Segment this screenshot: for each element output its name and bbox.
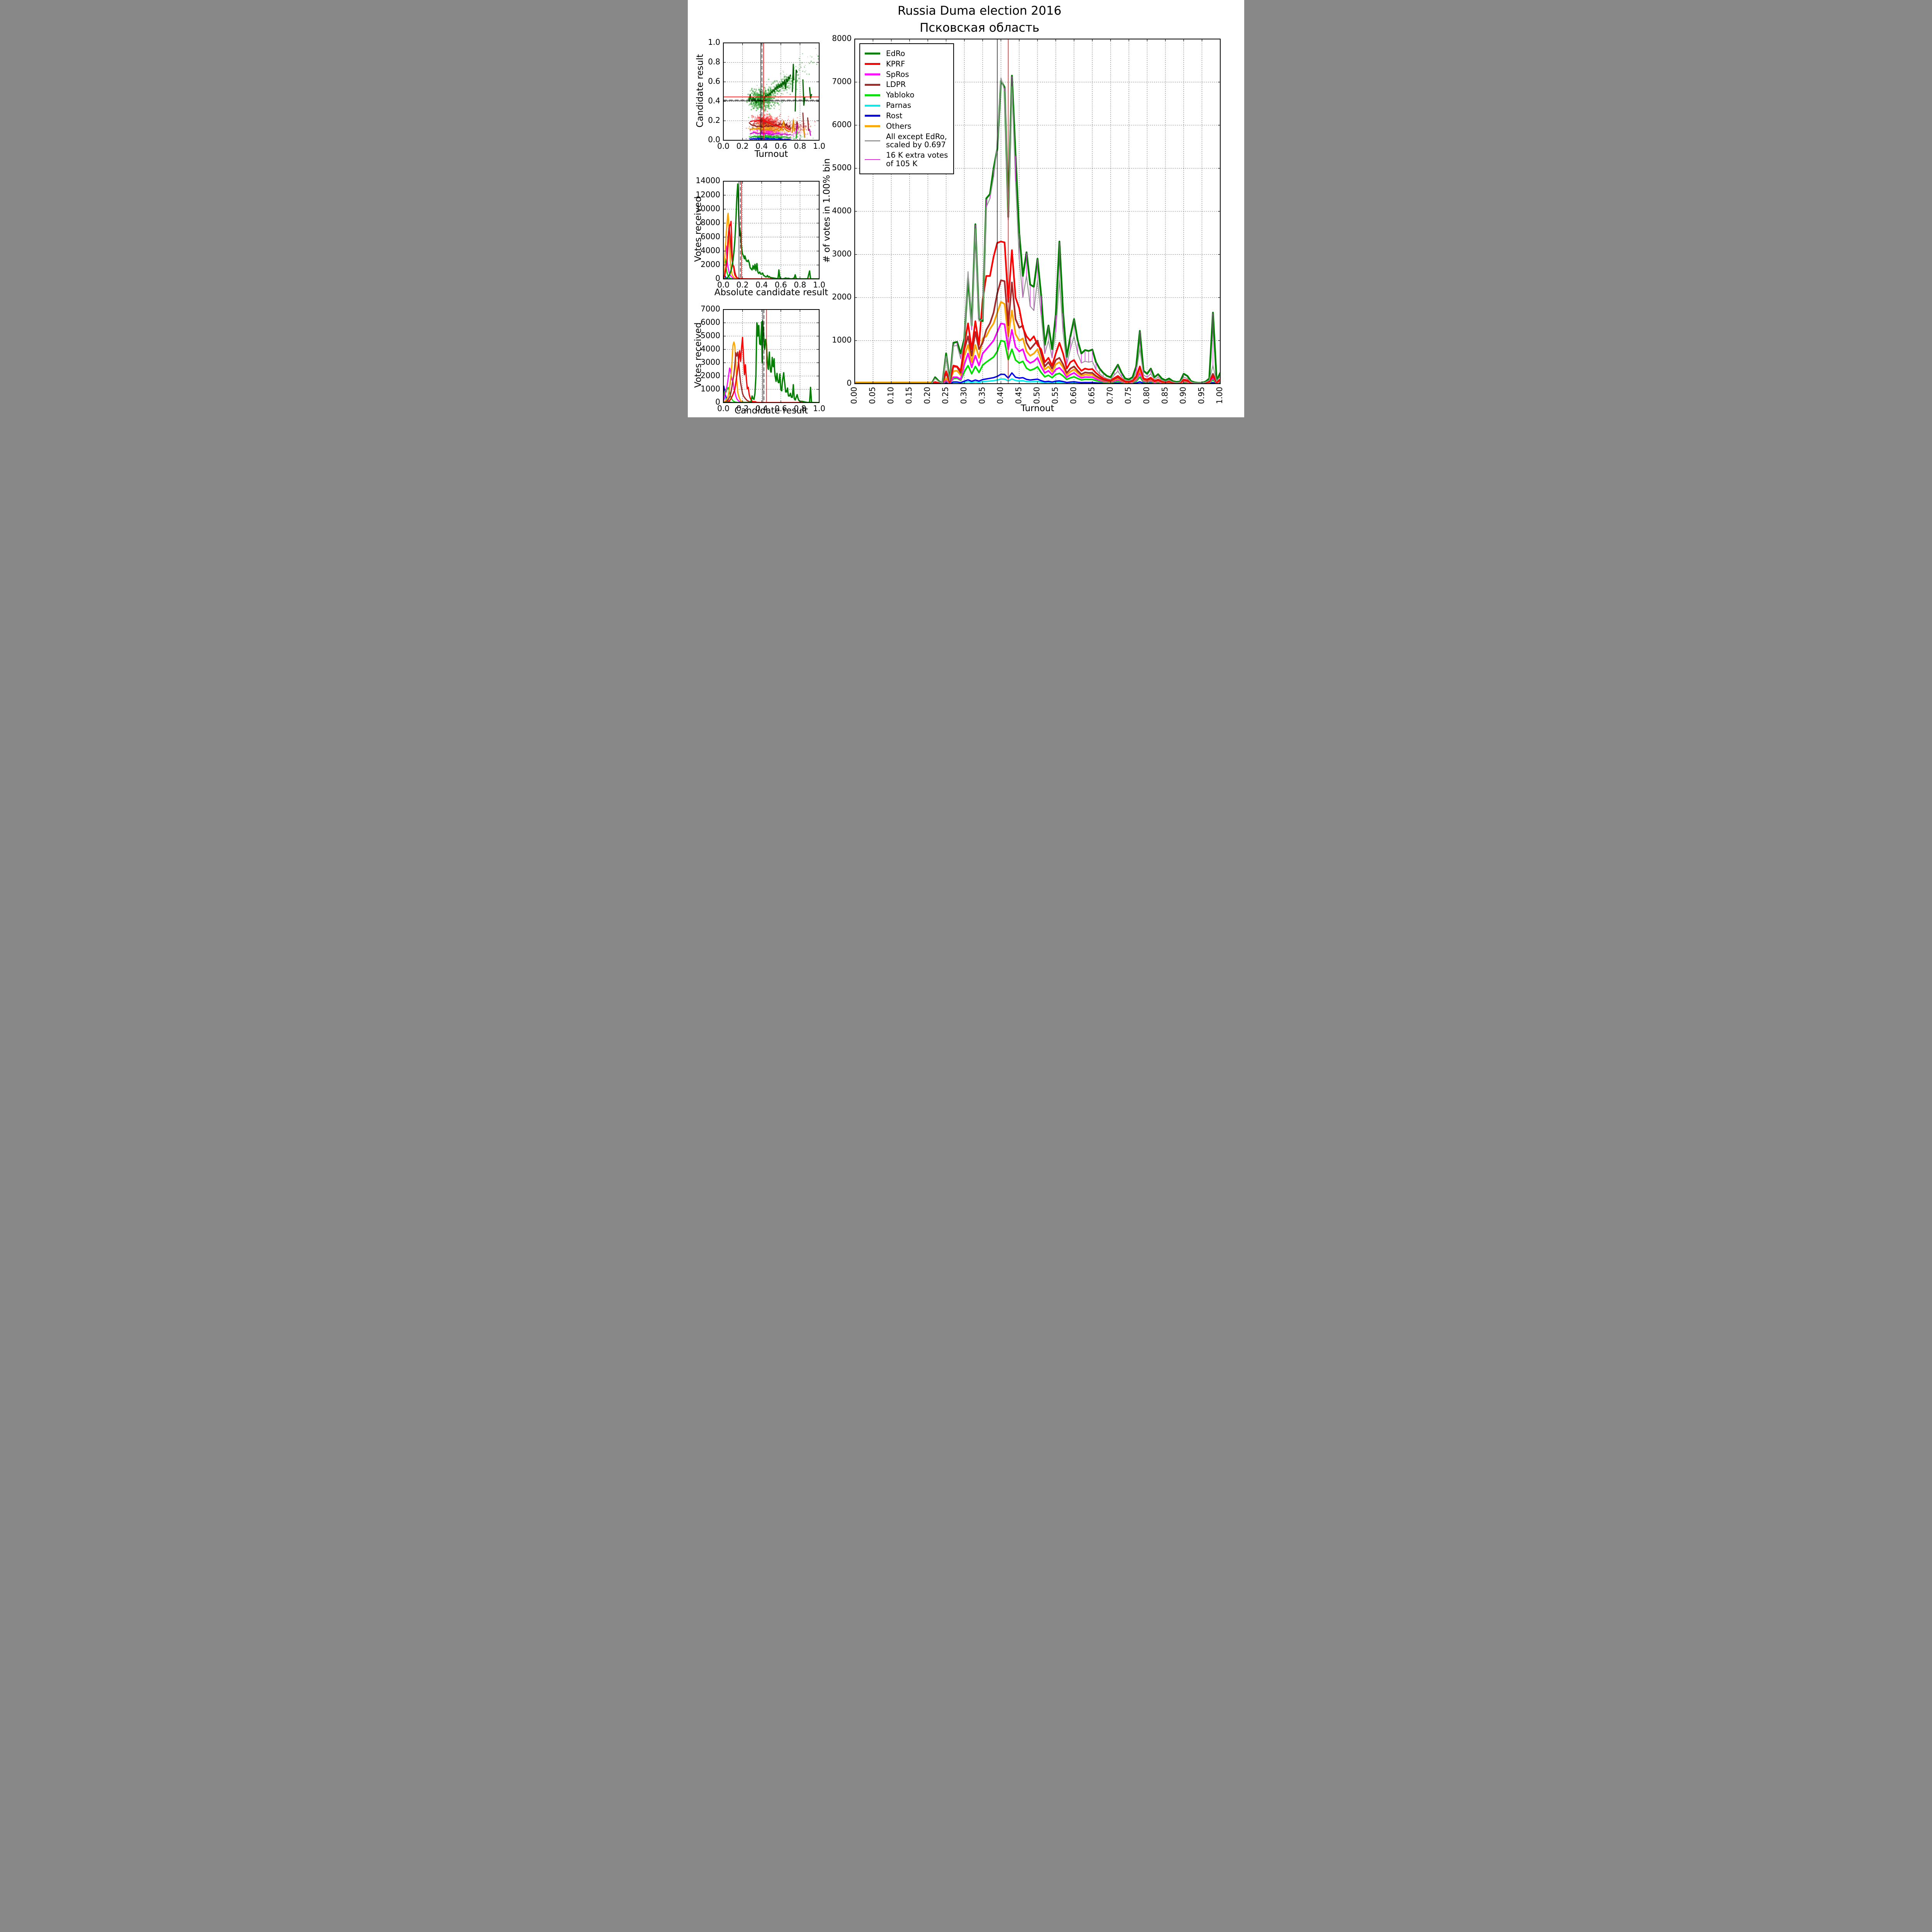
legend-item-parnas: Parnas <box>865 101 948 110</box>
legend-label: EdRo <box>886 49 905 58</box>
legend-item-kprf: KPRF <box>865 60 948 68</box>
legend-item-edro: EdRo <box>865 49 948 58</box>
legend-item-spros: SpRos <box>865 70 948 79</box>
legend-swatch-rost-icon <box>865 115 880 117</box>
charts-canvas <box>688 0 1244 417</box>
legend-swatch-yabloko-icon <box>865 94 880 96</box>
legend-item-ldpr: LDPR <box>865 80 948 89</box>
scatter-xlabel: Turnout <box>754 149 788 159</box>
main-ylabel: # of votes in 1.00% bin <box>822 158 832 263</box>
legend-swatch-others-icon <box>865 125 880 128</box>
legend-swatch-kprf-icon <box>865 63 880 65</box>
legend-swatch-ldpr-icon <box>865 83 880 86</box>
main-xlabel: Turnout <box>1020 403 1054 413</box>
legend-label: SpRos <box>886 70 909 79</box>
legend-item-others: Others <box>865 122 948 131</box>
legend-label: Yabloko <box>886 90 915 100</box>
hist-abs-ylabel: Votes received <box>693 196 703 262</box>
legend-swatch-extra-votes-icon <box>865 159 880 160</box>
legend-swatch-parnas-icon <box>865 104 880 107</box>
scatter-ylabel: Candidate result <box>695 54 705 128</box>
hist-res-xlabel: Candidate result <box>735 406 808 416</box>
legend-swatch-spros-icon <box>865 73 880 76</box>
title-line-2: Псковская область <box>920 21 1039 35</box>
legend-item-rost: Rost <box>865 112 948 120</box>
figure: Russia Duma election 2016 Псковская обла… <box>688 0 1244 417</box>
legend-item-extra-votes: 16 K extra votes of 105 K <box>865 151 948 168</box>
legend-label: All except EdRo, scaled by 0.697 <box>886 132 947 150</box>
legend-label: Parnas <box>886 101 911 110</box>
legend: EdRo KPRF SpRos LDPR Yabloko Parnas Rost Others… <box>859 43 954 174</box>
legend-item-all-except-edro: All except EdRo, scaled by 0.697 <box>865 132 948 150</box>
legend-swatch-edro-icon <box>865 53 880 55</box>
legend-label: KPRF <box>886 59 905 68</box>
legend-label: 16 K extra votes of 105 K <box>886 151 948 168</box>
hist-res-ylabel: Votes received <box>693 322 703 388</box>
legend-item-yabloko: Yabloko <box>865 91 948 99</box>
figure-title: Russia Duma election 2016 Псковская обла… <box>765 2 1194 36</box>
legend-swatch-all-except-edro-icon <box>865 140 880 141</box>
title-line-1: Russia Duma election 2016 <box>897 4 1062 18</box>
hist-abs-xlabel: Absolute candidate result <box>714 287 828 298</box>
legend-label: LDPR <box>886 80 906 89</box>
legend-label: Others <box>886 121 912 131</box>
legend-label: Rost <box>886 111 903 120</box>
